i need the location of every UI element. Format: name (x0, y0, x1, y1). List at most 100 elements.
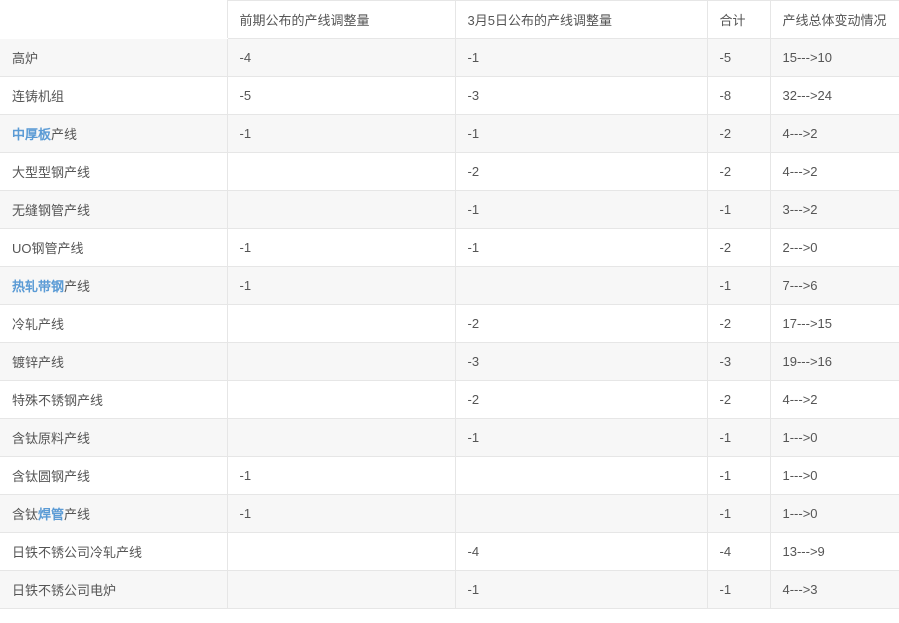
line-name-highlight[interactable]: 焊管 (38, 507, 65, 522)
line-name-text: 日铁不锈公司电炉 (12, 583, 117, 598)
table-header: 前期公布的产线调整量 3月5日公布的产线调整量 合计 产线总体变动情况 (0, 0, 899, 39)
table-row: 大型型钢产线 -2 -2 4--->2 (0, 152, 899, 191)
cell-total: -2 (707, 380, 771, 419)
cell-march5-adjustment (455, 266, 708, 305)
cell-total: -8 (707, 76, 771, 115)
cell-march5-adjustment (455, 456, 708, 495)
cell-overall-change: 2--->0 (770, 228, 899, 267)
cell-total: -1 (707, 456, 771, 495)
table-row: 中厚板产线 -1 -1 -2 4--->2 (0, 114, 899, 153)
cell-march5-adjustment: -3 (455, 342, 708, 381)
cell-previous-adjustment (227, 532, 456, 571)
cell-line-name: 镀锌产线 (0, 342, 228, 381)
cell-total: -4 (707, 532, 771, 571)
table-row: 高炉 -4 -1 -5 15--->10 (0, 38, 899, 77)
cell-line-name: 热轧带钢产线 (0, 266, 228, 305)
cell-overall-change: 15--->10 (770, 38, 899, 77)
cell-previous-adjustment: -4 (227, 38, 456, 77)
production-line-adjustment-table: 前期公布的产线调整量 3月5日公布的产线调整量 合计 产线总体变动情况 高炉 -4… (0, 0, 899, 609)
table-row: 连铸机组 -5 -3 -8 32--->24 (0, 76, 899, 115)
cell-previous-adjustment: -1 (227, 266, 456, 305)
cell-line-name: 日铁不锈公司电炉 (0, 570, 228, 609)
cell-overall-change: 13--->9 (770, 532, 899, 571)
cell-overall-change: 4--->2 (770, 380, 899, 419)
cell-line-name: 大型型钢产线 (0, 152, 228, 191)
cell-previous-adjustment (227, 190, 456, 229)
cell-overall-change: 4--->2 (770, 152, 899, 191)
cell-total: -1 (707, 418, 771, 457)
cell-march5-adjustment: -1 (455, 570, 708, 609)
line-name-text: 含钛原料产线 (12, 431, 91, 446)
table-row: 含钛原料产线 -1 -1 1--->0 (0, 418, 899, 457)
cell-previous-adjustment: -1 (227, 228, 456, 267)
cell-overall-change: 1--->0 (770, 494, 899, 533)
line-name-text: UO钢管产线 (12, 241, 84, 256)
line-name-text: 含钛圆钢产线 (12, 469, 91, 484)
cell-overall-change: 32--->24 (770, 76, 899, 115)
table-row: 日铁不锈公司冷轧产线 -4 -4 13--->9 (0, 532, 899, 571)
cell-overall-change: 4--->2 (770, 114, 899, 153)
line-name-text: 高炉 (12, 51, 39, 66)
cell-line-name: 日铁不锈公司冷轧产线 (0, 532, 228, 571)
cell-previous-adjustment (227, 152, 456, 191)
table-row: 热轧带钢产线 -1 -1 7--->6 (0, 266, 899, 305)
cell-march5-adjustment (455, 494, 708, 533)
cell-march5-adjustment: -1 (455, 38, 708, 77)
cell-previous-adjustment: -1 (227, 494, 456, 533)
table-row: UO钢管产线 -1 -1 -2 2--->0 (0, 228, 899, 267)
line-name-text: 含钛 (12, 507, 39, 522)
cell-line-name: 连铸机组 (0, 76, 228, 115)
cell-previous-adjustment (227, 304, 456, 343)
line-name-text: 冷轧产线 (12, 317, 65, 332)
cell-march5-adjustment: -1 (455, 114, 708, 153)
column-header-line-name (0, 0, 228, 39)
cell-total: -2 (707, 114, 771, 153)
line-name-text: 特殊不锈钢产线 (12, 393, 104, 408)
cell-line-name: 含钛圆钢产线 (0, 456, 228, 495)
table-row: 特殊不锈钢产线 -2 -2 4--->2 (0, 380, 899, 419)
cell-march5-adjustment: -1 (455, 190, 708, 229)
cell-line-name: 含钛原料产线 (0, 418, 228, 457)
cell-march5-adjustment: -2 (455, 380, 708, 419)
column-header-total: 合计 (707, 0, 771, 39)
cell-total: -1 (707, 190, 771, 229)
line-name-text: 无缝钢管产线 (12, 203, 91, 218)
table-header-row: 前期公布的产线调整量 3月5日公布的产线调整量 合计 产线总体变动情况 (0, 0, 899, 39)
line-name-text: 产线 (64, 507, 91, 522)
cell-line-name: 无缝钢管产线 (0, 190, 228, 229)
cell-line-name: UO钢管产线 (0, 228, 228, 267)
table-row: 冷轧产线 -2 -2 17--->15 (0, 304, 899, 343)
cell-total: -1 (707, 494, 771, 533)
cell-previous-adjustment (227, 380, 456, 419)
line-name-text: 产线 (64, 279, 91, 294)
table-row: 无缝钢管产线 -1 -1 3--->2 (0, 190, 899, 229)
cell-total: -2 (707, 228, 771, 267)
table-row: 日铁不锈公司电炉 -1 -1 4--->3 (0, 570, 899, 609)
table-row: 镀锌产线 -3 -3 19--->16 (0, 342, 899, 381)
cell-march5-adjustment: -1 (455, 418, 708, 457)
cell-overall-change: 3--->2 (770, 190, 899, 229)
cell-line-name: 冷轧产线 (0, 304, 228, 343)
cell-march5-adjustment: -2 (455, 304, 708, 343)
column-header-march5-adjustment: 3月5日公布的产线调整量 (455, 0, 708, 39)
table-body: 高炉 -4 -1 -5 15--->10 连铸机组 -5 -3 -8 32--->24 中厚板产线 -… (0, 38, 899, 609)
line-name-text: 大型型钢产线 (12, 165, 91, 180)
table-row: 含钛焊管产线 -1 -1 1--->0 (0, 494, 899, 533)
cell-total: -1 (707, 570, 771, 609)
line-name-text: 产线 (51, 127, 78, 142)
cell-line-name: 特殊不锈钢产线 (0, 380, 228, 419)
cell-total: -1 (707, 266, 771, 305)
cell-overall-change: 1--->0 (770, 418, 899, 457)
cell-march5-adjustment: -2 (455, 152, 708, 191)
cell-march5-adjustment: -4 (455, 532, 708, 571)
line-name-highlight[interactable]: 中厚板 (12, 127, 52, 142)
line-name-text: 镀锌产线 (12, 355, 65, 370)
cell-line-name: 中厚板产线 (0, 114, 228, 153)
cell-total: -3 (707, 342, 771, 381)
cell-total: -5 (707, 38, 771, 77)
cell-overall-change: 7--->6 (770, 266, 899, 305)
column-header-overall-change: 产线总体变动情况 (770, 0, 899, 39)
line-name-highlight[interactable]: 热轧带钢 (12, 279, 65, 294)
cell-previous-adjustment: -5 (227, 76, 456, 115)
cell-previous-adjustment: -1 (227, 456, 456, 495)
